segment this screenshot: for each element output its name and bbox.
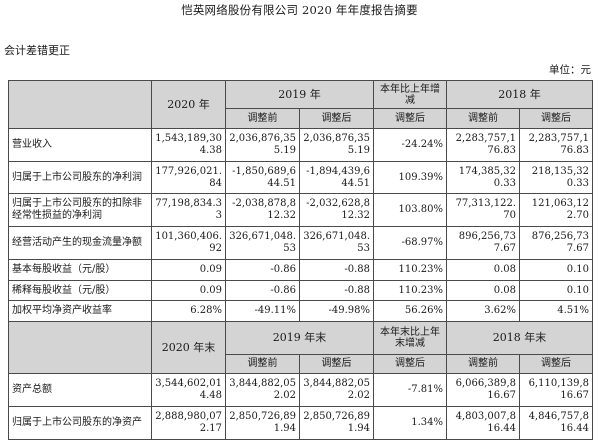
row-label: 归属于上市公司股东的扣除非经常性损益的净利润 bbox=[8, 193, 152, 228]
value-2018-after: 4.51% bbox=[519, 300, 593, 323]
header2-change-after: 调整后 bbox=[373, 353, 447, 375]
header-blank-cell bbox=[8, 80, 152, 129]
table-row: 归属于上市公司股东的净利润 177,926,021.84 -1,850,689,64… bbox=[8, 160, 593, 195]
value-2020: 77,198,834.33 bbox=[151, 193, 226, 228]
header-change-after: 调整后 bbox=[373, 108, 447, 129]
value-2019-before: 3,844,882,052.02 bbox=[225, 373, 300, 408]
value-2019-before: -49.11% bbox=[225, 300, 300, 323]
row-label: 稀释每股收益（元/股） bbox=[8, 279, 152, 302]
header2-change: 本年末比上年末增减 bbox=[373, 321, 447, 355]
row-label: 营业收入 bbox=[8, 128, 152, 162]
value-2020: 177,926,021.84 bbox=[151, 160, 226, 195]
value-change: -24.24% bbox=[373, 128, 447, 162]
value-change: -7.81% bbox=[373, 373, 447, 408]
row-label: 基本每股收益（元/股） bbox=[8, 258, 152, 281]
value-2018-before: 174,385,320.33 bbox=[446, 160, 520, 195]
value-2018-before: 77,313,122.70 bbox=[446, 193, 520, 228]
row-label: 经营活动产生的现金流量净额 bbox=[8, 226, 152, 260]
value-2018-after: 0.10 bbox=[519, 258, 593, 281]
value-2020: 101,360,406.92 bbox=[151, 226, 226, 260]
value-2020: 0.09 bbox=[151, 279, 226, 302]
header-2018-before: 调整前 bbox=[446, 108, 520, 129]
value-2020: 1,543,189,304.38 bbox=[151, 128, 226, 162]
value-2020: 2,888,980,072.17 bbox=[151, 406, 226, 440]
table-row: 归属于上市公司股东的扣除非经常性损益的净利润 77,198,834.33 -2,03… bbox=[8, 193, 593, 228]
value-2018-before: 896,256,737.67 bbox=[446, 226, 520, 260]
table-row: 基本每股收益（元/股） 0.09 -0.86 -0.88 110.23% 0.08 0.10 bbox=[8, 258, 593, 281]
value-2018-after: 121,063,122.70 bbox=[519, 193, 593, 228]
value-2018-before: 2,283,757,176.83 bbox=[446, 128, 520, 162]
header2-2018: 2018 年末 bbox=[446, 321, 593, 355]
row-label: 归属于上市公司股东的净资产 bbox=[8, 406, 152, 440]
header-row-1: 2020 年 2019 年 本年比上年增减 2018 年 bbox=[8, 79, 593, 129]
value-change: 1.34% bbox=[373, 406, 447, 440]
value-2019-after: 2,850,726,891.94 bbox=[299, 406, 374, 440]
value-2019-after: -49.98% bbox=[299, 300, 374, 323]
value-2018-after: 0.10 bbox=[519, 279, 593, 302]
row-label: 归属于上市公司股东的净利润 bbox=[8, 160, 152, 195]
header2-2018-after: 调整后 bbox=[519, 353, 593, 375]
value-2019-before: 326,671,048.53 bbox=[225, 226, 300, 260]
header-2019-before: 调整前 bbox=[225, 108, 300, 129]
table-row: 经营活动产生的现金流量净额 101,360,406.92 326,671,048.5… bbox=[8, 226, 593, 260]
row-label: 加权平均净资产收益率 bbox=[8, 300, 152, 323]
header2-2020: 2020 年末 bbox=[151, 321, 226, 375]
header2-2019-before: 调整前 bbox=[225, 353, 300, 375]
value-2019-after: -2,032,628,812.32 bbox=[299, 193, 374, 228]
value-change: 109.39% bbox=[373, 160, 447, 195]
value-change: 110.23% bbox=[373, 279, 447, 302]
value-2018-after: 4,846,757,816.44 bbox=[519, 406, 593, 440]
value-2018-after: 876,256,737.67 bbox=[519, 226, 593, 260]
value-change: -68.97% bbox=[373, 226, 447, 260]
header-2019: 2019 年 bbox=[225, 79, 374, 110]
table-row: 加权平均净资产收益率 6.28% -49.11% -49.98% 56.26% 3.62%… bbox=[8, 300, 593, 323]
section-title: 会计差错更正 bbox=[4, 44, 70, 57]
value-2019-after: -0.88 bbox=[299, 258, 374, 281]
value-2019-before: -1,850,689,644.51 bbox=[225, 160, 300, 195]
header2-blank-cell bbox=[8, 321, 152, 375]
value-2020: 6.28% bbox=[151, 300, 226, 323]
value-2019-after: -0.88 bbox=[299, 279, 374, 302]
header-2018-after: 调整后 bbox=[519, 108, 593, 129]
value-2018-after: 218,135,320.33 bbox=[519, 160, 593, 195]
value-change: 103.80% bbox=[373, 193, 447, 228]
table-row: 稀释每股收益（元/股） 0.09 -0.86 -0.88 110.23% 0.08 0.10 bbox=[8, 279, 593, 302]
value-2020: 3,544,602,014.48 bbox=[151, 373, 226, 408]
value-2018-before: 3.62% bbox=[446, 300, 520, 323]
header2-2019: 2019 年末 bbox=[225, 321, 374, 355]
value-2019-before: 2,850,726,891.94 bbox=[225, 406, 300, 440]
header2-2019-after: 调整后 bbox=[299, 353, 374, 375]
value-2018-before: 0.08 bbox=[446, 258, 520, 281]
value-change: 110.23% bbox=[373, 258, 447, 281]
value-2019-after: 2,036,876,355.19 bbox=[299, 128, 374, 162]
table-row: 资产总额 3,544,602,014.48 3,844,882,052.02 3,84… bbox=[8, 373, 593, 408]
value-2018-before: 6,066,389,816.67 bbox=[446, 373, 520, 408]
value-2019-after: -1,894,439,644.51 bbox=[299, 160, 374, 195]
header-row-3: 2020 年末 2019 年末 本年末比上年末增减 2018 年末 bbox=[8, 321, 593, 375]
table-row: 归属于上市公司股东的净资产 2,888,980,072.17 2,850,726,8… bbox=[8, 406, 593, 440]
value-2018-before: 4,803,007,816.44 bbox=[446, 406, 520, 440]
value-2019-before: 2,036,876,355.19 bbox=[225, 128, 300, 162]
page-title: 恺英网络股份有限公司 2020 年年度报告摘要 bbox=[181, 3, 418, 17]
header2-2018-before: 调整前 bbox=[446, 353, 520, 375]
value-2019-after: 3,844,882,052.02 bbox=[299, 373, 374, 408]
table-row: 营业收入 1,543,189,304.38 2,036,876,355.19 2,03… bbox=[8, 128, 593, 162]
value-2020: 0.09 bbox=[151, 258, 226, 281]
header-2020: 2020 年 bbox=[151, 80, 226, 129]
row-label: 资产总额 bbox=[8, 373, 152, 408]
value-2018-after: 6,110,139,816.67 bbox=[519, 373, 593, 408]
value-2019-before: -2,038,878,812.32 bbox=[225, 193, 300, 228]
header-row-4: 调整前 调整后 调整后 调整前 调整后 bbox=[9, 353, 593, 375]
value-2018-before: 0.08 bbox=[446, 279, 520, 302]
value-2019-before: -0.86 bbox=[225, 258, 300, 281]
financial-table: 2020 年 2019 年 本年比上年增减 2018 年 调整前 调整后 调整后… bbox=[8, 79, 593, 440]
value-2019-before: -0.86 bbox=[225, 279, 300, 302]
value-2019-after: 326,671,048.53 bbox=[299, 226, 374, 260]
unit-label: 单位：元 bbox=[549, 64, 591, 76]
header-2018: 2018 年 bbox=[446, 79, 593, 110]
header-change: 本年比上年增减 bbox=[373, 79, 447, 110]
value-change: 56.26% bbox=[373, 300, 447, 323]
header-2019-after: 调整后 bbox=[299, 108, 374, 129]
value-2018-after: 2,283,757,176.83 bbox=[519, 128, 593, 162]
